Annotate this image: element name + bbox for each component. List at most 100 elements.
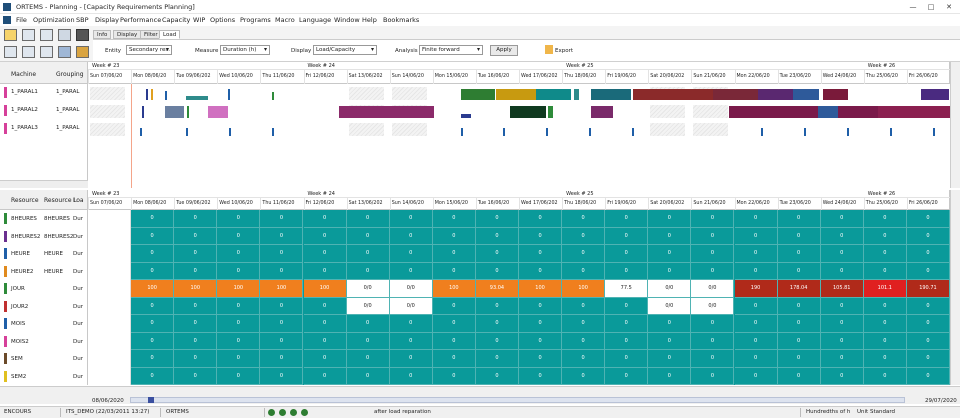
package-icon[interactable] (76, 46, 89, 58)
operation-bar[interactable] (461, 114, 471, 118)
operation-bar[interactable] (503, 128, 505, 136)
operation-bar[interactable] (546, 128, 548, 136)
menu-macro[interactable]: Macro (275, 16, 295, 24)
operation-bar[interactable] (713, 89, 758, 100)
left-horizontal-scrollbar[interactable] (0, 180, 88, 188)
operation-bar[interactable] (804, 128, 806, 136)
tab-load[interactable]: Load (159, 30, 181, 39)
operation-bar[interactable] (761, 128, 763, 136)
resource-l-column-header[interactable]: Resource L (44, 197, 77, 204)
menu-window[interactable]: Window (334, 16, 360, 24)
machine-name[interactable]: 1_PARAL2 (11, 107, 38, 113)
grouping-column-header[interactable]: Grouping (56, 71, 84, 78)
resource-name[interactable]: HEURE (11, 251, 30, 257)
resource-name[interactable]: MOIS (11, 321, 26, 327)
operation-bar[interactable] (838, 106, 878, 118)
load-vertical-scrollbar[interactable] (950, 190, 960, 385)
operation-bar[interactable] (589, 128, 591, 136)
export-icon[interactable] (545, 45, 553, 54)
entity-select[interactable]: Secondary res. (126, 45, 172, 55)
gantt-arrange-icon[interactable] (40, 46, 53, 58)
operation-bar[interactable] (847, 128, 849, 136)
menu-optimization[interactable]: Optimization (33, 16, 75, 24)
menu-language[interactable]: Language (299, 16, 332, 24)
operation-bar[interactable] (890, 128, 892, 136)
menu-performance[interactable]: Performance (120, 16, 162, 24)
resource-name[interactable]: SEM (11, 356, 23, 362)
resource-name[interactable]: SEM2 (11, 373, 27, 380)
operation-bar[interactable] (461, 128, 463, 136)
operation-bar[interactable] (496, 89, 536, 100)
filter-icon[interactable] (76, 29, 89, 41)
operation-bar[interactable] (633, 89, 713, 100)
gantt-vertical-scrollbar[interactable] (950, 62, 960, 188)
machine-column-header[interactable]: Machine (11, 71, 37, 78)
menu-options[interactable]: Options (210, 16, 236, 24)
table-icon[interactable] (58, 29, 71, 41)
menu-programs[interactable]: Programs (240, 16, 271, 24)
menu-help[interactable]: Help (362, 16, 377, 24)
display-select[interactable]: Load/Capacity (313, 45, 377, 55)
analysis-select[interactable]: Finite forward (419, 45, 483, 55)
operation-bar[interactable] (758, 89, 793, 100)
save-icon[interactable] (22, 29, 35, 41)
operation-bar[interactable] (878, 106, 950, 118)
operation-bar[interactable] (186, 96, 208, 100)
operation-bar[interactable] (933, 128, 935, 136)
close-button[interactable]: ✕ (946, 3, 952, 11)
operation-bar[interactable] (228, 89, 230, 100)
export-button[interactable]: Export (555, 48, 574, 54)
operation-bar[interactable] (208, 106, 228, 118)
resource-name[interactable]: HEURE2 (11, 268, 34, 275)
gantt-chart-area[interactable] (88, 84, 950, 188)
timeline-slider-thumb[interactable] (148, 397, 154, 403)
measure-select[interactable]: Duration (h) (220, 45, 270, 55)
operation-bar[interactable] (229, 128, 231, 136)
maximize-button[interactable]: □ (927, 3, 935, 11)
menu-display[interactable]: Display (95, 16, 119, 24)
operation-bar[interactable] (823, 89, 848, 100)
menu-sbp[interactable]: SBP (76, 16, 89, 24)
machine-name[interactable]: 1_PARAL1 (11, 89, 38, 95)
menu-app-icon[interactable] (3, 16, 11, 24)
resource-name[interactable]: 8HEURES2 (11, 233, 41, 240)
operation-bar[interactable] (921, 89, 949, 100)
operation-bar[interactable] (536, 89, 571, 100)
operation-bar[interactable] (729, 106, 819, 118)
menu-bookmarks[interactable]: Bookmarks (383, 16, 420, 24)
operation-bar[interactable] (591, 89, 631, 100)
operation-bar[interactable] (186, 128, 188, 136)
operation-bar[interactable] (339, 106, 434, 118)
menu-file[interactable]: File (16, 16, 27, 24)
operation-bar[interactable] (272, 92, 274, 100)
operation-bar[interactable] (461, 89, 495, 100)
operation-bar[interactable] (140, 128, 142, 136)
load-column-header[interactable]: Loa (73, 197, 84, 204)
minimize-button[interactable]: — (909, 3, 917, 11)
resource-column-header[interactable]: Resource (11, 197, 39, 204)
resource-name[interactable]: 8HEURES (11, 216, 37, 222)
operation-bar[interactable] (146, 89, 148, 100)
resource-name[interactable]: JOUR2 (11, 303, 29, 310)
resource-name[interactable]: MOIS2 (11, 338, 29, 345)
operation-bar[interactable] (187, 106, 189, 118)
tab-info[interactable]: Info (93, 30, 112, 39)
resource-name[interactable]: JOUR (11, 286, 25, 292)
operation-bar[interactable] (151, 89, 153, 100)
menu-capacity[interactable]: Capacity (162, 16, 191, 24)
operation-bar[interactable] (591, 106, 613, 118)
operation-bar[interactable] (165, 91, 167, 100)
operation-bar[interactable] (272, 128, 274, 136)
operation-bar[interactable] (548, 106, 553, 118)
operation-bar[interactable] (165, 106, 184, 118)
machine-name[interactable]: 1_PARAL3 (11, 125, 38, 131)
gantt-down-icon[interactable] (4, 46, 17, 58)
windows-icon[interactable] (40, 29, 53, 41)
open-folder-icon[interactable] (4, 29, 17, 41)
timeline-slider-track[interactable] (130, 397, 905, 403)
tab-display[interactable]: Display (113, 30, 142, 39)
apply-button[interactable]: Apply (490, 45, 518, 56)
operation-bar[interactable] (510, 106, 546, 118)
gantt-sort-icon[interactable] (22, 46, 35, 58)
operation-bar[interactable] (818, 106, 838, 118)
